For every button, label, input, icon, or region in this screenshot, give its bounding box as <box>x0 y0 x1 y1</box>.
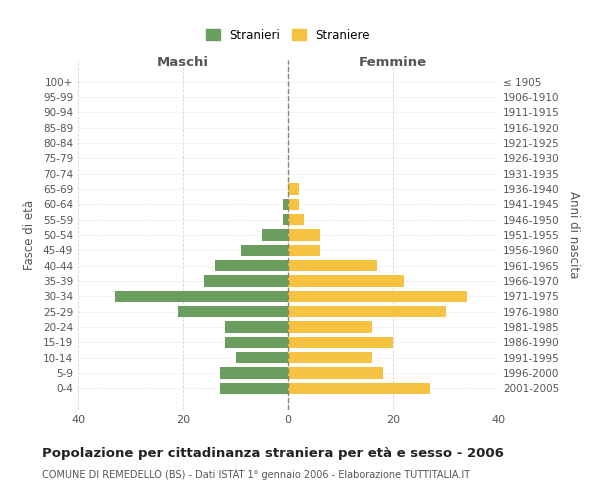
Bar <box>288 382 430 394</box>
Bar <box>288 244 320 256</box>
Text: Femmine: Femmine <box>359 56 427 70</box>
Bar <box>283 214 288 226</box>
Bar <box>288 183 299 194</box>
Bar <box>288 306 445 318</box>
Text: Maschi: Maschi <box>157 56 209 70</box>
Bar <box>178 306 288 318</box>
Bar <box>215 260 288 272</box>
Bar <box>288 214 304 226</box>
Y-axis label: Anni di nascita: Anni di nascita <box>566 192 580 278</box>
Bar <box>288 368 383 379</box>
Bar <box>220 368 288 379</box>
Bar <box>262 229 288 241</box>
Bar <box>225 336 288 348</box>
Text: COMUNE DI REMEDELLO (BS) - Dati ISTAT 1° gennaio 2006 - Elaborazione TUTTITALIA.: COMUNE DI REMEDELLO (BS) - Dati ISTAT 1°… <box>42 470 470 480</box>
Bar <box>288 260 377 272</box>
Bar <box>204 276 288 287</box>
Y-axis label: Fasce di età: Fasce di età <box>23 200 36 270</box>
Bar <box>283 198 288 210</box>
Bar <box>225 322 288 333</box>
Bar <box>288 352 372 364</box>
Bar <box>288 336 393 348</box>
Bar <box>241 244 288 256</box>
Legend: Stranieri, Straniere: Stranieri, Straniere <box>201 24 375 46</box>
Text: Popolazione per cittadinanza straniera per età e sesso - 2006: Popolazione per cittadinanza straniera p… <box>42 448 504 460</box>
Bar <box>288 290 467 302</box>
Bar <box>235 352 288 364</box>
Bar <box>220 382 288 394</box>
Bar <box>288 229 320 241</box>
Bar <box>288 276 404 287</box>
Bar <box>288 198 299 210</box>
Bar <box>288 322 372 333</box>
Bar <box>115 290 288 302</box>
